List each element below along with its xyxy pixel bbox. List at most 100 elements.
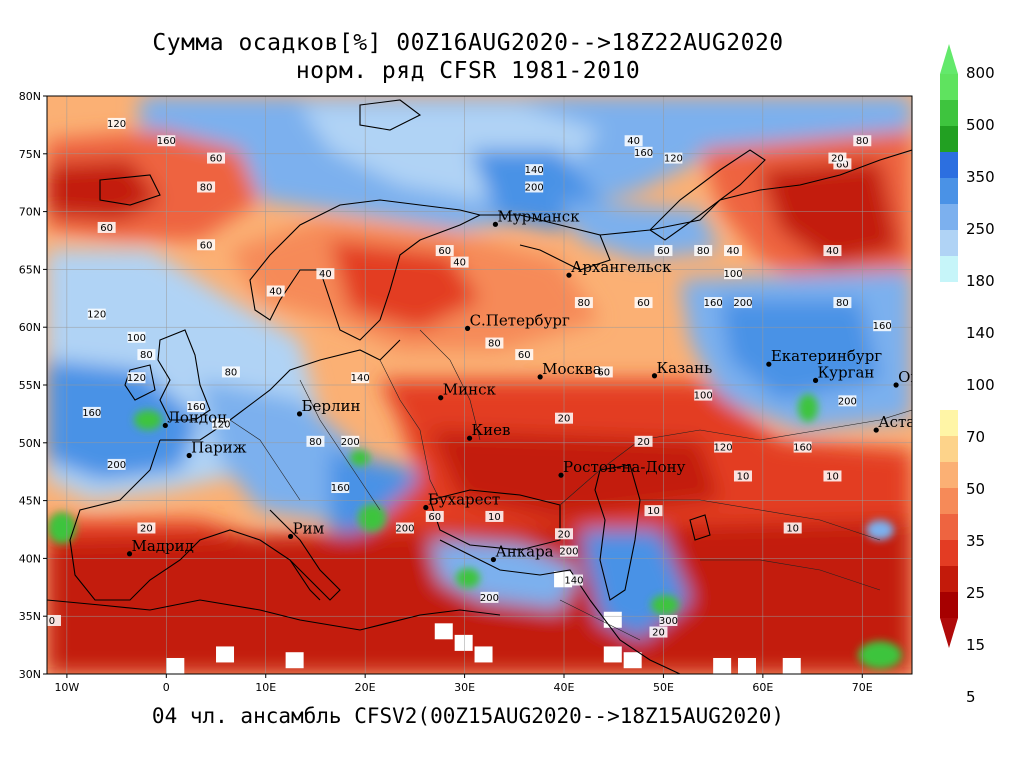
city-label: Анкара bbox=[495, 543, 553, 561]
contour-label-bg bbox=[873, 320, 892, 332]
city-label: Омск bbox=[898, 368, 940, 386]
contour-label-bg bbox=[823, 245, 842, 257]
contour-label-bg bbox=[564, 574, 583, 586]
contour-label-bg bbox=[137, 349, 156, 361]
no-data-cell bbox=[474, 646, 493, 663]
contour-label: 10 bbox=[488, 512, 501, 523]
contour-label: 80 bbox=[140, 350, 153, 361]
contour-label: 200 bbox=[341, 437, 360, 448]
contour-label-bg bbox=[664, 152, 683, 164]
contour-label: 80 bbox=[200, 182, 213, 193]
no-data-cell bbox=[285, 652, 304, 669]
contour-label: 40 bbox=[727, 246, 740, 257]
contour-label: 60 bbox=[438, 246, 451, 257]
city-label: Архангельск bbox=[571, 258, 672, 276]
contour-label: 200 bbox=[733, 298, 752, 309]
contour-label-bg bbox=[823, 470, 842, 482]
city-dot bbox=[812, 377, 819, 383]
contour-label-bg bbox=[724, 268, 743, 280]
contour-label-bg bbox=[485, 510, 504, 522]
contour-label-bg bbox=[207, 152, 226, 164]
city-label: Астана bbox=[878, 413, 934, 431]
legend-swatch bbox=[940, 230, 958, 256]
latitude-axis: 80N 75N 70N 65N 60N 55N 50N 45N 40N 35N 30N bbox=[19, 90, 47, 681]
legend-label: 250 bbox=[966, 220, 995, 238]
contour-label-bg bbox=[733, 297, 752, 309]
no-data-cell bbox=[623, 652, 642, 669]
lat-tick-label: 45N bbox=[19, 495, 41, 508]
legend-label: 5 bbox=[966, 688, 976, 706]
longitude-axis: 10W 0 10E 20E 30E 40E 50E 60E 70E bbox=[54, 674, 873, 694]
contour-label: 200 bbox=[395, 524, 414, 535]
contour-label: 80 bbox=[836, 298, 849, 309]
no-data-cell bbox=[603, 611, 622, 628]
legend-swatch bbox=[940, 462, 958, 488]
chart-title-line1: Сумма осадков[%] 00Z16AUG2020-->18Z22AUG… bbox=[152, 30, 784, 56]
city-dot bbox=[438, 395, 444, 401]
contour-label-bg bbox=[833, 158, 852, 170]
city-label: Лондон bbox=[167, 408, 227, 426]
legend-swatch bbox=[940, 204, 958, 230]
contour-label-bg bbox=[425, 510, 444, 522]
legend-label: 35 bbox=[966, 532, 986, 550]
contour-label: 20 bbox=[558, 529, 571, 540]
lat-tick-label: 30N bbox=[19, 668, 41, 681]
legend-swatch bbox=[940, 592, 958, 618]
contour-label-bg bbox=[559, 545, 578, 557]
contour-label: 160 bbox=[634, 148, 653, 159]
contour-label-bg bbox=[659, 614, 678, 626]
city-dot bbox=[464, 325, 471, 331]
lat-tick-label: 80N bbox=[19, 90, 41, 103]
lon-tick-label: 20E bbox=[355, 681, 376, 694]
legend-label: 15 bbox=[966, 636, 986, 654]
contour-label: 140 bbox=[525, 165, 544, 176]
no-data-cell bbox=[216, 646, 235, 663]
contour-label: 20 bbox=[558, 414, 571, 425]
contour-label-bg bbox=[395, 522, 414, 534]
contour-label: 120 bbox=[107, 119, 126, 130]
contour-label-bg bbox=[331, 482, 350, 494]
contour-label-bg bbox=[838, 395, 857, 407]
contour-label-bg bbox=[197, 181, 216, 193]
legend-label: 100 bbox=[966, 376, 995, 394]
contour-label-bg bbox=[624, 135, 643, 147]
contour-label: 100 bbox=[127, 333, 146, 344]
city-label: Берлин bbox=[302, 397, 361, 415]
contour-label-bg bbox=[634, 297, 653, 309]
contour-label: 60 bbox=[657, 246, 670, 257]
contour-label: 60 bbox=[100, 223, 113, 234]
contour-label: 120 bbox=[714, 443, 733, 454]
contour-label: 160 bbox=[157, 136, 176, 147]
city-label: Рим bbox=[293, 519, 325, 537]
city-label: Бухарест bbox=[428, 491, 500, 509]
contour-label-bg bbox=[127, 372, 146, 384]
contour-label-bg bbox=[704, 297, 723, 309]
contour-label-bg bbox=[480, 591, 499, 603]
city-label: Минск bbox=[443, 381, 497, 399]
legend-label: 50 bbox=[966, 480, 986, 498]
no-data-cell bbox=[434, 623, 453, 640]
contour-label-bg bbox=[47, 614, 61, 626]
contour-label-bg bbox=[107, 117, 126, 129]
city-dot bbox=[126, 551, 133, 557]
contour-label: 40 bbox=[319, 269, 332, 280]
contour-label-bg bbox=[97, 221, 116, 233]
contour-label-bg bbox=[649, 626, 668, 638]
contour-label-bg bbox=[574, 297, 593, 309]
footer-caption: 04 чл. ансамбль CFSV2(00Z15AUG2020-->18Z… bbox=[151, 704, 785, 728]
contour-label-bg bbox=[634, 146, 653, 158]
lon-tick-label: 30E bbox=[454, 681, 475, 694]
grid-lines bbox=[47, 96, 912, 674]
city-dot bbox=[558, 472, 564, 478]
city-dot bbox=[651, 373, 658, 379]
contour-label: 40 bbox=[453, 258, 466, 269]
legend-arrow-top bbox=[940, 44, 958, 74]
contour-label: 60 bbox=[836, 159, 849, 170]
contour-label-bg bbox=[594, 366, 613, 378]
contour-label: 200 bbox=[838, 396, 857, 407]
contour-label: 120 bbox=[211, 419, 230, 430]
legend-label: 500 bbox=[966, 116, 995, 134]
legend-label: 140 bbox=[966, 324, 995, 342]
lon-tick-label: 10W bbox=[54, 681, 79, 694]
contour-label-bg bbox=[525, 164, 544, 176]
